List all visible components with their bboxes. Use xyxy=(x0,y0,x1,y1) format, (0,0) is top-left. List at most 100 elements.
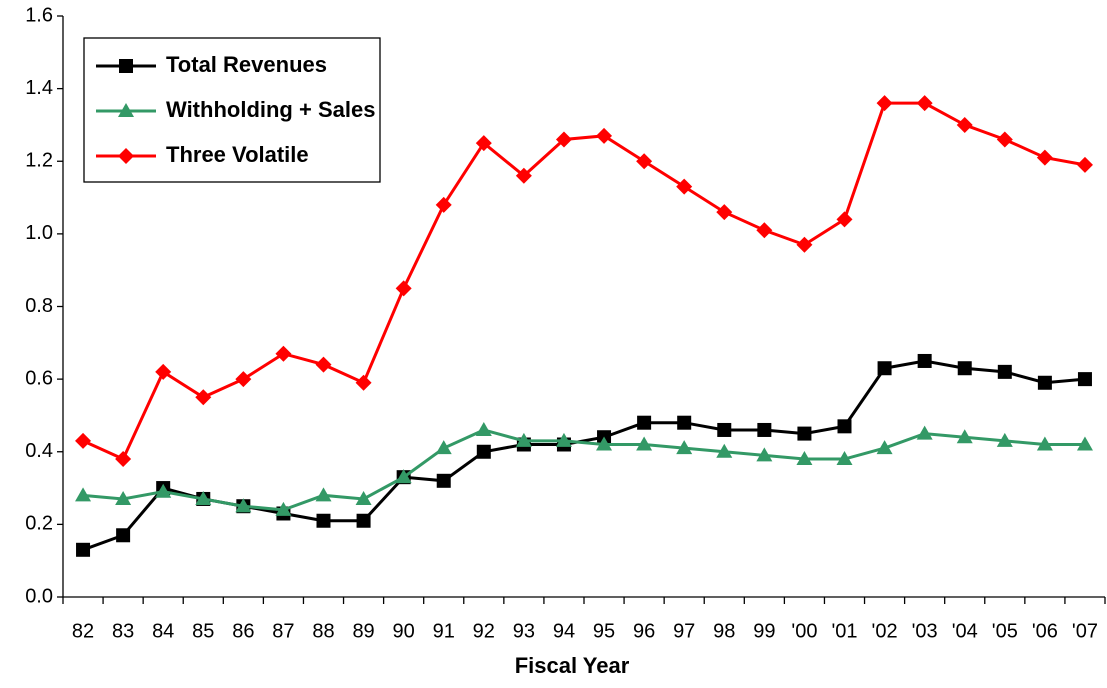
x-tick-label: '06 xyxy=(1032,620,1058,642)
marker xyxy=(677,415,692,430)
marker xyxy=(435,440,452,455)
x-tick-label: 97 xyxy=(673,620,695,642)
marker xyxy=(76,542,91,557)
marker xyxy=(796,236,813,253)
x-tick-label: 93 xyxy=(513,620,535,642)
marker xyxy=(676,178,693,195)
y-tick-label: 0.0 xyxy=(25,585,53,607)
marker xyxy=(75,487,92,502)
x-tick-label: 91 xyxy=(433,620,455,642)
marker xyxy=(235,371,252,388)
marker xyxy=(395,280,412,297)
marker xyxy=(956,429,973,444)
x-tick-label: 95 xyxy=(593,620,615,642)
series-line xyxy=(82,359,1086,552)
marker xyxy=(876,440,893,455)
marker xyxy=(1037,375,1052,390)
marker xyxy=(75,432,92,449)
marker xyxy=(275,345,292,362)
x-tick-label: 99 xyxy=(753,620,775,642)
marker xyxy=(155,363,172,380)
marker xyxy=(436,473,451,488)
marker xyxy=(515,432,532,447)
marker xyxy=(756,447,773,462)
x-tick-label: 88 xyxy=(312,620,334,642)
x-tick-label: 87 xyxy=(272,620,294,642)
x-tick-label: 96 xyxy=(633,620,655,642)
y-tick-label: 0.8 xyxy=(25,295,53,317)
y-tick-label: 1.0 xyxy=(25,222,53,244)
marker xyxy=(476,444,491,459)
marker xyxy=(275,501,292,516)
marker xyxy=(1036,149,1053,166)
marker xyxy=(837,419,852,434)
x-tick-label: 98 xyxy=(713,620,735,642)
marker xyxy=(636,436,653,451)
marker xyxy=(636,153,653,170)
x-tick-label: 82 xyxy=(72,620,94,642)
marker xyxy=(916,425,933,440)
x-tick-label: 89 xyxy=(352,620,374,642)
marker xyxy=(876,95,893,112)
marker xyxy=(717,422,732,437)
marker xyxy=(119,59,133,73)
marker xyxy=(836,451,853,466)
x-tick-label: 94 xyxy=(553,620,575,642)
marker xyxy=(916,95,933,112)
marker xyxy=(757,422,772,437)
legend-label: Total Revenues xyxy=(166,52,327,77)
marker xyxy=(315,356,332,373)
y-tick-label: 1.2 xyxy=(25,150,53,172)
x-axis-title: Fiscal Year xyxy=(515,653,630,678)
series-line xyxy=(82,428,1085,512)
x-tick-label: '03 xyxy=(912,620,938,642)
y-tick-label: 0.2 xyxy=(25,513,53,535)
marker xyxy=(1076,156,1093,173)
x-tick-label: 92 xyxy=(473,620,495,642)
marker xyxy=(996,432,1013,447)
marker xyxy=(1077,372,1092,387)
marker xyxy=(596,127,613,144)
marker xyxy=(997,364,1012,379)
marker xyxy=(555,432,572,447)
marker xyxy=(118,148,134,164)
marker xyxy=(957,361,972,376)
marker xyxy=(716,443,733,458)
x-tick-label: '05 xyxy=(992,620,1018,642)
marker xyxy=(195,490,212,505)
marker xyxy=(515,167,532,184)
marker xyxy=(475,135,492,152)
marker xyxy=(956,116,973,133)
marker xyxy=(395,469,412,484)
marker xyxy=(195,389,212,406)
x-tick-label: '04 xyxy=(952,620,978,642)
x-tick-label: '02 xyxy=(872,620,898,642)
y-tick-label: 1.6 xyxy=(25,4,53,26)
x-tick-label: 85 xyxy=(192,620,214,642)
x-tick-label: 84 xyxy=(152,620,174,642)
marker xyxy=(116,528,131,543)
marker xyxy=(118,103,134,117)
legend-label: Withholding + Sales xyxy=(166,97,375,122)
marker xyxy=(1076,436,1093,451)
legend-label: Three Volatile xyxy=(166,142,309,167)
marker xyxy=(917,353,932,368)
y-tick-label: 1.4 xyxy=(25,77,53,99)
x-tick-label: 83 xyxy=(112,620,134,642)
marker xyxy=(316,513,331,528)
marker xyxy=(596,436,613,451)
marker xyxy=(716,204,733,221)
marker xyxy=(676,440,693,455)
marker xyxy=(355,490,372,505)
x-tick-label: '01 xyxy=(831,620,857,642)
marker xyxy=(155,483,172,498)
x-tick-label: '07 xyxy=(1072,620,1098,642)
marker xyxy=(756,222,773,239)
marker xyxy=(435,196,452,213)
marker xyxy=(637,415,652,430)
x-tick-label: '00 xyxy=(791,620,817,642)
x-tick-label: 86 xyxy=(232,620,254,642)
marker xyxy=(475,421,492,436)
marker xyxy=(1036,436,1053,451)
